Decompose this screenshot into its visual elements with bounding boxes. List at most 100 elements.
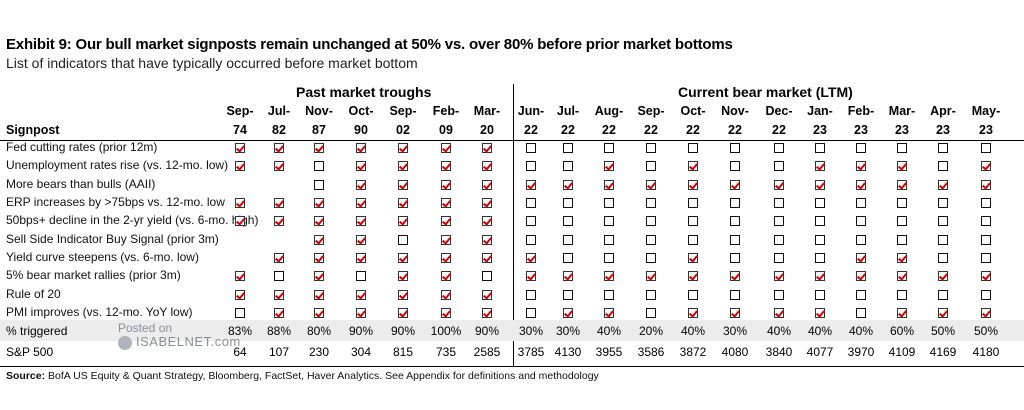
checked-box-icon [526,253,536,263]
sp500-value: 4180 [972,345,1000,359]
column-header-year: 23 [813,123,827,137]
empty-box-icon [563,253,573,263]
empty-box-icon [314,161,324,171]
column-header: Jun- 22 [509,102,553,140]
checked-box-icon [356,216,366,226]
column-header-year: 22 [561,123,575,137]
signpost-label: Fed cutting rates (prior 12m) [6,140,158,154]
triggered-value: 20% [638,324,664,338]
empty-box-icon [856,216,866,226]
checked-box-icon [314,235,324,245]
empty-box-icon [815,253,825,263]
checked-box-icon [688,271,698,281]
empty-box-icon [856,308,866,318]
checked-box-icon [398,253,408,263]
empty-box-icon [938,198,948,208]
triggered-value: 40% [596,324,622,338]
checked-box-icon [938,271,948,281]
column-header: Oct- 90 [339,102,383,140]
checked-box-icon [274,161,284,171]
current-bear-header: Current bear market (LTM) [678,84,853,100]
checked-box-icon [398,143,408,153]
column-header-month: Feb- [847,104,875,118]
checked-box-icon [526,180,536,190]
checked-box-icon [981,180,991,190]
empty-box-icon [356,271,366,281]
column-header-year: 23 [854,123,868,137]
empty-box-icon [730,216,740,226]
checked-box-icon [856,271,866,281]
checked-box-icon [314,143,324,153]
watermark-posted: Posted on [118,321,173,335]
checked-box-icon [688,161,698,171]
empty-box-icon [981,143,991,153]
checked-box-icon [774,180,784,190]
column-header-year: 22 [728,123,742,137]
checked-box-icon [604,271,614,281]
empty-box-icon [774,235,784,245]
triggered-value: 90% [348,324,374,338]
checked-box-icon [398,180,408,190]
empty-box-icon [897,198,907,208]
exhibit-title: Exhibit 9: Our bull market signposts rem… [6,36,733,53]
column-header-year: 09 [439,123,453,137]
column-header-month: Oct- [348,104,374,118]
checked-box-icon [441,290,451,300]
checked-box-icon [398,308,408,318]
column-header-year: 87 [312,123,326,137]
empty-box-icon [981,290,991,300]
checked-box-icon [482,290,492,300]
triggered-value: 40% [680,324,706,338]
empty-box-icon [688,198,698,208]
source-note: Source: BofA US Equity & Quant Strategy,… [6,370,599,382]
empty-box-icon [897,216,907,226]
sp500-value: 3955 [595,345,623,359]
column-header-month: Mar- [888,104,916,118]
checked-box-icon [274,290,284,300]
checked-box-icon [441,271,451,281]
triggered-value: 100% [430,324,462,338]
empty-box-icon [563,198,573,208]
column-header-year: 22 [524,123,538,137]
checked-box-icon [356,308,366,318]
column-header-month: Feb- [432,104,460,118]
checked-box-icon [441,161,451,171]
column-header-year: 22 [686,123,700,137]
empty-box-icon [688,216,698,226]
checked-box-icon [897,253,907,263]
watermark: Posted on ISABELNET.com [118,322,241,350]
column-header: Feb- 09 [424,102,468,140]
empty-box-icon [815,198,825,208]
sp500-value: 304 [350,345,372,359]
checked-box-icon [774,271,784,281]
checked-box-icon [563,271,573,281]
sp500-value: 4080 [721,345,749,359]
signpost-label: 50bps+ decline in the 2-yr yield (vs. 6-… [6,213,259,227]
checked-box-icon [441,143,451,153]
empty-box-icon [774,253,784,263]
column-header: Jul- 82 [257,102,301,140]
empty-box-icon [604,143,614,153]
empty-box-icon [815,235,825,245]
column-header-year: 02 [396,123,410,137]
empty-box-icon [938,235,948,245]
empty-box-icon [730,143,740,153]
signpost-header: Signpost [6,123,60,137]
empty-box-icon [938,290,948,300]
checked-box-icon [398,271,408,281]
checked-box-icon [646,180,656,190]
column-header-month: Jun- [517,104,545,118]
checked-box-icon [235,161,245,171]
empty-box-icon [981,253,991,263]
empty-box-icon [646,161,656,171]
checked-box-icon [482,143,492,153]
checked-box-icon [274,216,284,226]
empty-box-icon [938,216,948,226]
checked-box-icon [274,143,284,153]
past-troughs-header: Past market troughs [296,84,432,100]
sp500-value: 230 [308,345,330,359]
column-header: Dec- 22 [757,102,801,140]
empty-box-icon [563,235,573,245]
checked-box-icon [482,180,492,190]
empty-box-icon [646,216,656,226]
